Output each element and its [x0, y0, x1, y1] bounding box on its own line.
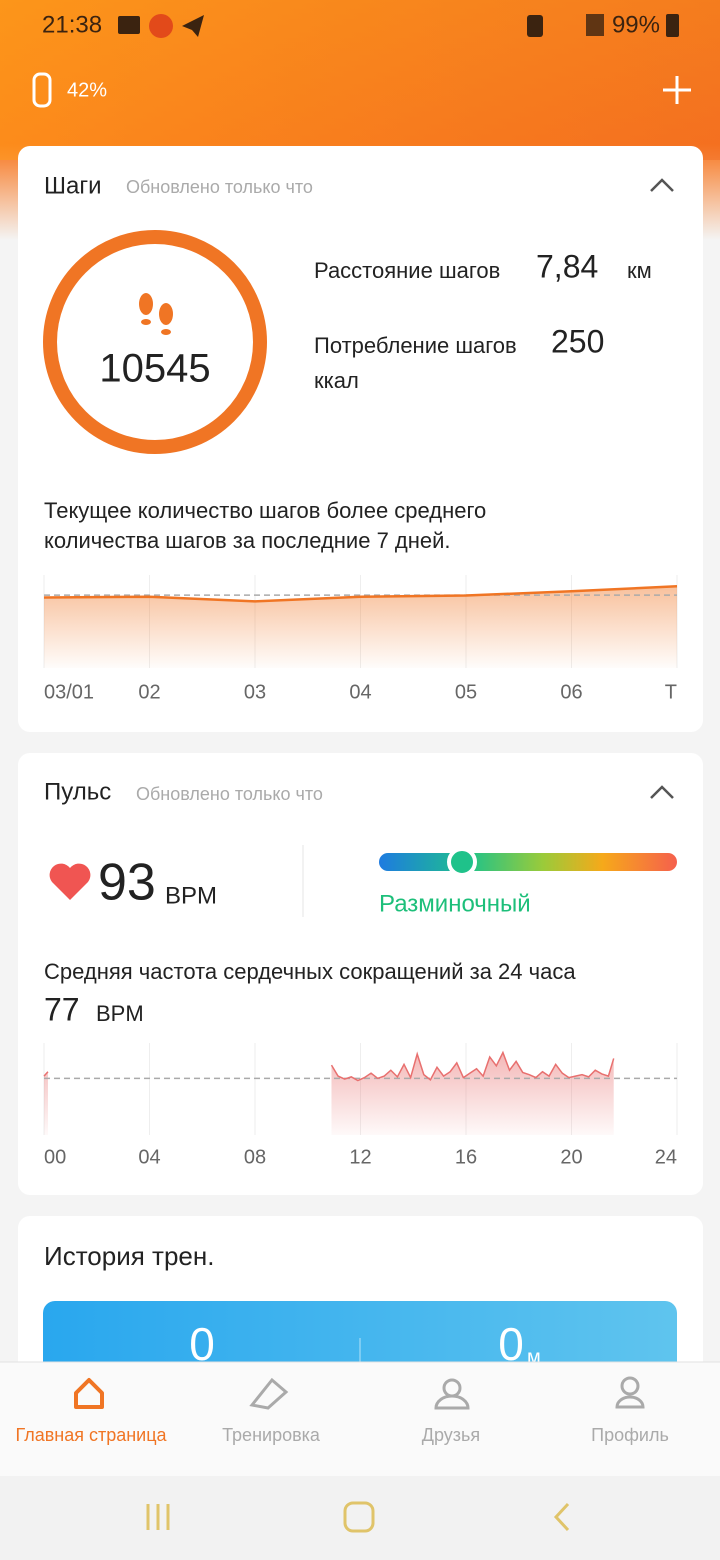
x-tick-label: 24 [655, 1146, 677, 1168]
icon [182, 15, 204, 37]
home-button[interactable] [343, 1501, 375, 1533]
add-button[interactable] [663, 76, 691, 104]
history-value: 0 [189, 1318, 215, 1370]
updated: Обновлено только что [136, 784, 323, 804]
history-panel [43, 1301, 677, 1362]
zone: Разминочный [379, 890, 531, 917]
footprints [139, 293, 173, 335]
x-tick-label: 03 [244, 681, 266, 703]
band-battery: 42% [67, 79, 107, 101]
icon [527, 15, 543, 37]
signal [586, 14, 604, 36]
average: 77 [44, 991, 80, 1027]
x-tick-label: 08 [244, 1146, 266, 1168]
system-nav [0, 1476, 720, 1560]
home-icon[interactable] [74, 1378, 104, 1409]
workout-icon[interactable] [249, 1377, 289, 1410]
friends-icon[interactable] [434, 1378, 470, 1410]
x-tick-label: 00 [44, 1146, 66, 1168]
x-tick-label: Т [665, 681, 677, 703]
collapse[interactable] [650, 785, 674, 799]
nav-label[interactable]: Друзья [422, 1425, 480, 1445]
line [43, 585, 678, 603]
line [43, 1050, 615, 1082]
area [44, 586, 677, 668]
back-button[interactable] [553, 1502, 570, 1532]
icon [118, 16, 140, 34]
nav-bar [0, 1362, 720, 1476]
nav-label[interactable]: Тренировка [222, 1425, 321, 1445]
steps-count: 10545 [99, 347, 210, 391]
x-tick-label: 20 [560, 1146, 582, 1168]
steps-ring [43, 230, 267, 454]
heart-icon [49, 863, 91, 900]
nav-label[interactable]: Профиль [591, 1425, 669, 1445]
unit: BPM [96, 1001, 144, 1026]
battery-icon [666, 14, 679, 37]
steps-card [18, 146, 703, 732]
unit: км [627, 258, 652, 283]
zone-bar [379, 853, 677, 871]
band-icon [32, 72, 52, 108]
x-tick-label: 02 [138, 681, 160, 703]
icon [149, 14, 173, 38]
card-title: Пульс [44, 778, 111, 805]
label: Потребление шагов [314, 333, 517, 358]
time: 21:38 [42, 11, 102, 38]
x-tick-label: 16 [455, 1146, 477, 1168]
x-tick-label: 12 [349, 1146, 371, 1168]
unit: BPM [165, 882, 217, 909]
unit: ккал [314, 368, 359, 393]
battery: 99% [612, 11, 660, 38]
x-tick-label: 05 [455, 681, 477, 703]
label: Расстояние шагов [314, 258, 500, 283]
history-value: 0 [498, 1318, 524, 1370]
zone-knob [447, 847, 477, 877]
profile-icon[interactable] [615, 1376, 645, 1409]
updated: Обновлено только что [126, 177, 313, 197]
distance: 7,84 [536, 248, 598, 284]
calories: 250 [551, 323, 604, 359]
note: количества шагов за последние 7 дней. [44, 528, 451, 553]
collapse[interactable] [650, 178, 674, 192]
recent-button[interactable] [146, 1504, 170, 1530]
nav-label[interactable]: Главная страница [15, 1425, 167, 1445]
label: Средняя частота сердечных сокращений за … [44, 959, 576, 984]
x-tick-label: 04 [138, 1146, 160, 1168]
x-tick-label: 04 [349, 681, 371, 703]
card-title: История трен. [44, 1241, 214, 1271]
card-title: Шаги [44, 172, 102, 199]
pulse-value: 93 [98, 854, 156, 912]
x-tick-label: 06 [560, 681, 582, 703]
note: Текущее количество шагов более среднего [44, 498, 486, 523]
x-tick-label: 03/01 [44, 681, 94, 703]
